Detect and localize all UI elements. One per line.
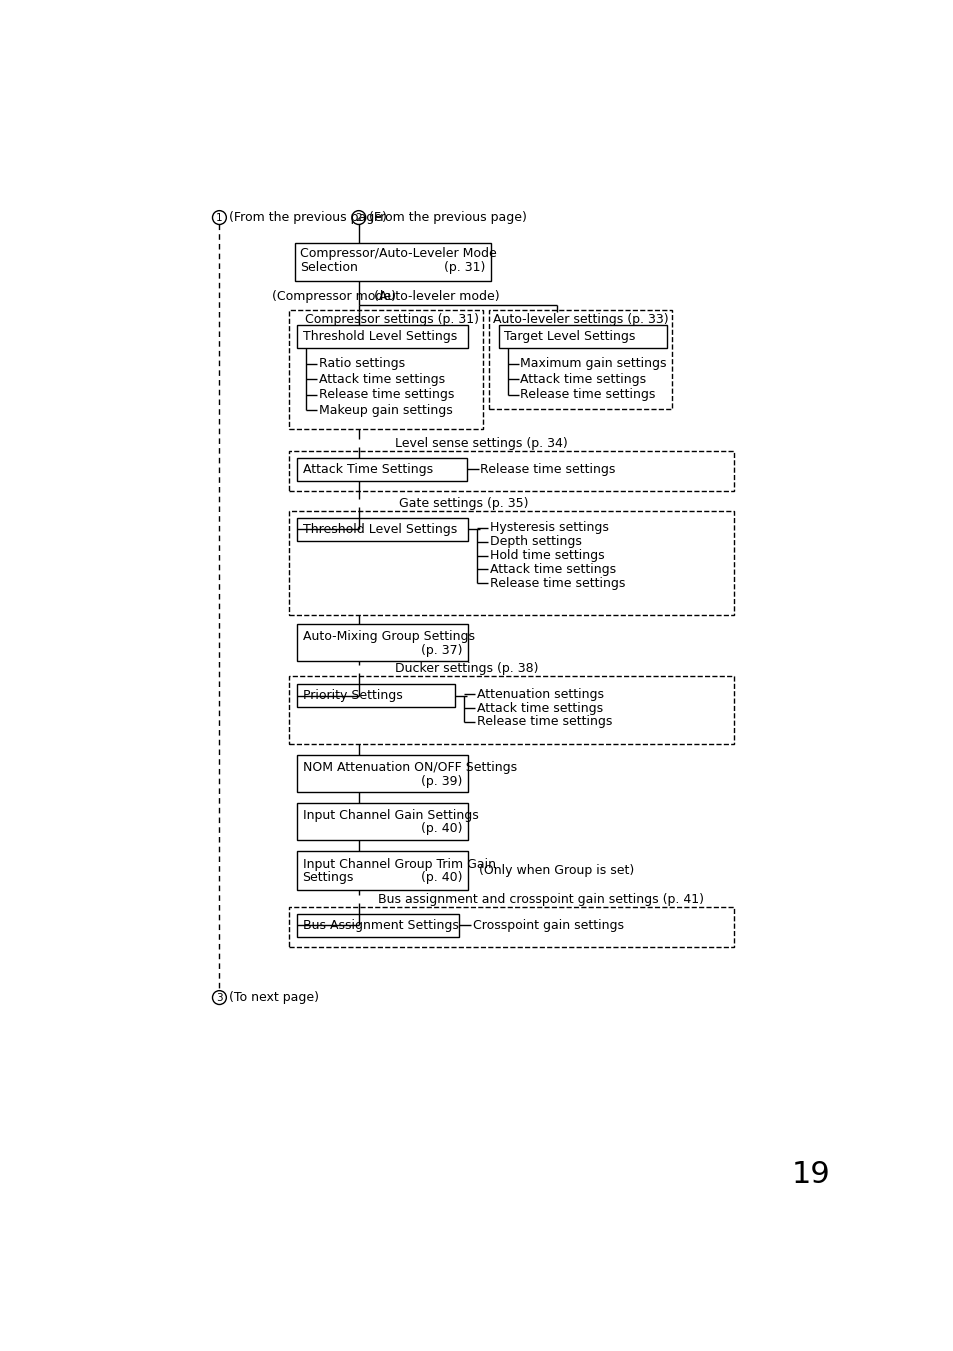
Text: Attack time settings: Attack time settings [520, 373, 646, 386]
Text: Bus assignment and crosspoint gain settings (p. 41): Bus assignment and crosspoint gain setti… [377, 893, 703, 905]
Text: Gate settings (p. 35): Gate settings (p. 35) [398, 497, 528, 509]
Text: Release time settings: Release time settings [520, 388, 655, 401]
Text: Selection: Selection [300, 261, 357, 274]
Text: Maximum gain settings: Maximum gain settings [520, 358, 666, 370]
Text: Compressor/Auto-Leveler Mode: Compressor/Auto-Leveler Mode [300, 247, 497, 261]
Text: Compressor settings (p. 31): Compressor settings (p. 31) [305, 312, 478, 326]
Text: Attack time settings: Attack time settings [489, 563, 616, 576]
Text: Auto-leveler settings (p. 33): Auto-leveler settings (p. 33) [493, 312, 668, 326]
Bar [297, 684, 455, 708]
Bar [297, 913, 458, 936]
Text: Bus Assignment Settings: Bus Assignment Settings [302, 919, 458, 932]
Text: (p. 40): (p. 40) [421, 871, 462, 884]
Text: (p. 39): (p. 39) [421, 774, 462, 788]
Bar [297, 851, 468, 890]
Text: Release time settings: Release time settings [489, 577, 624, 590]
Bar [297, 517, 468, 540]
Text: Threshold Level Settings: Threshold Level Settings [302, 523, 456, 536]
Bar [289, 451, 733, 490]
Text: Level sense settings (p. 34): Level sense settings (p. 34) [395, 436, 567, 450]
Text: Attack time settings: Attack time settings [318, 373, 444, 386]
Bar [297, 624, 468, 661]
Bar [297, 326, 468, 349]
Bar [289, 309, 482, 430]
Bar [289, 907, 733, 947]
Text: Priority Settings: Priority Settings [302, 689, 402, 703]
Text: Ducker settings (p. 38): Ducker settings (p. 38) [395, 662, 537, 676]
Text: Hysteresis settings: Hysteresis settings [489, 521, 608, 535]
Text: Crosspoint gain settings: Crosspoint gain settings [473, 919, 623, 932]
Text: Hold time settings: Hold time settings [489, 549, 603, 562]
Bar [297, 458, 466, 481]
Text: Depth settings: Depth settings [489, 535, 581, 549]
Text: Target Level Settings: Target Level Settings [504, 331, 635, 343]
Text: Input Channel Gain Settings: Input Channel Gain Settings [302, 809, 477, 821]
Text: Auto-Mixing Group Settings: Auto-Mixing Group Settings [302, 630, 474, 643]
Text: (p. 40): (p. 40) [421, 823, 462, 835]
Text: (To next page): (To next page) [229, 992, 319, 1004]
Bar [498, 326, 666, 349]
Text: (p. 31): (p. 31) [444, 261, 485, 274]
Text: (From the previous page): (From the previous page) [229, 211, 387, 224]
Text: Input Channel Group Trim Gain: Input Channel Group Trim Gain [302, 858, 495, 871]
Text: (Compressor mode): (Compressor mode) [272, 290, 395, 304]
Text: Ratio settings: Ratio settings [318, 358, 404, 370]
Text: 3: 3 [216, 993, 222, 1002]
Bar [488, 309, 672, 408]
Text: (p. 37): (p. 37) [421, 644, 462, 657]
Text: 19: 19 [790, 1161, 829, 1189]
Text: Threshold Level Settings: Threshold Level Settings [302, 331, 456, 343]
Text: Makeup gain settings: Makeup gain settings [318, 404, 452, 416]
Text: Attack time settings: Attack time settings [476, 701, 602, 715]
Text: (Only when Group is set): (Only when Group is set) [478, 865, 634, 877]
Bar [294, 243, 491, 281]
Text: Attack Time Settings: Attack Time Settings [302, 463, 433, 476]
Text: 1: 1 [216, 212, 222, 223]
Circle shape [213, 990, 226, 1005]
Text: Settings: Settings [302, 871, 354, 884]
Bar [289, 677, 733, 744]
Bar [289, 511, 733, 615]
Text: 2: 2 [355, 212, 362, 223]
Text: Release time settings: Release time settings [476, 716, 611, 728]
Bar [297, 755, 468, 792]
Circle shape [352, 211, 365, 224]
Text: Release time settings: Release time settings [480, 463, 616, 476]
Text: NOM Attenuation ON/OFF Settings: NOM Attenuation ON/OFF Settings [302, 761, 517, 774]
Text: (Auto-leveler mode): (Auto-leveler mode) [374, 290, 499, 304]
Text: (From the previous page): (From the previous page) [369, 211, 526, 224]
Text: Release time settings: Release time settings [318, 388, 454, 401]
Text: Attenuation settings: Attenuation settings [476, 688, 603, 701]
Bar [297, 802, 468, 840]
Circle shape [213, 211, 226, 224]
